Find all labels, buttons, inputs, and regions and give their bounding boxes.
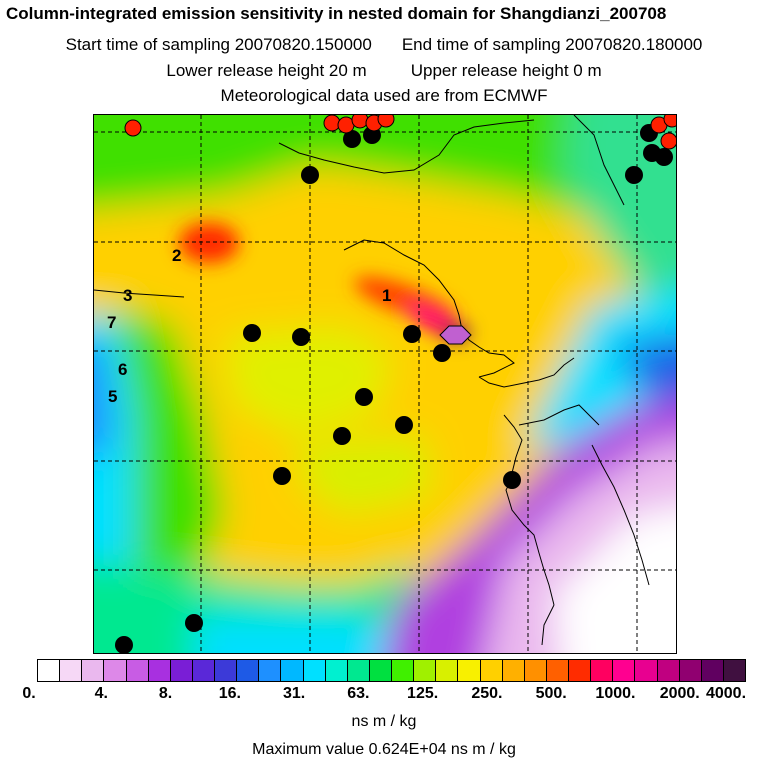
colorbar-cell [38, 660, 61, 681]
colorbar-tick-label: 4. [94, 685, 108, 702]
colorbar-cell [347, 660, 370, 681]
cluster-label-3: 3 [123, 286, 133, 305]
colorbar-cell [546, 660, 569, 681]
colorbar-cell [170, 660, 193, 681]
colorbar-tick-label: 500. [535, 685, 567, 702]
colorbar-tick-label: 4000. [705, 685, 747, 702]
colorbar-tick-label: 0. [22, 685, 36, 702]
colorbar-cell [215, 660, 238, 681]
colorbar-cell [325, 660, 348, 681]
colorbar-tick-label: 16. [218, 685, 241, 702]
release-points [124, 115, 676, 150]
colorbar-cell [82, 660, 105, 681]
colorbar-cell [524, 660, 547, 681]
cluster-label-7: 7 [107, 313, 117, 332]
colorbar-cell [259, 660, 282, 681]
colorbar-cell [414, 660, 437, 681]
colorbar-cell [723, 660, 745, 681]
sensitivity-map: 1 2 3 7 6 5 [93, 114, 677, 654]
met-data-source: Meteorological data used are from ECMWF [220, 86, 548, 105]
colorbar-cell [104, 660, 127, 681]
map-title: Column-integrated emission sensitivity i… [6, 4, 667, 23]
colorbar-tick-label: 63. [347, 685, 370, 702]
colorbar-cell [569, 660, 592, 681]
start-time: Start time of sampling 20070820.150000 [65, 35, 372, 54]
colorbar-cell [502, 660, 525, 681]
colorbar-cell [369, 660, 392, 681]
cluster-label-6: 6 [118, 360, 128, 379]
colorbar-cell [436, 660, 459, 681]
cluster-label-1: 1 [382, 286, 392, 305]
colorbar-cell [679, 660, 702, 681]
colorbar-cell [480, 660, 503, 681]
upper-release-height: Upper release height 0 m [410, 61, 602, 80]
colorbar-tick-label: 2000. [659, 685, 700, 702]
color-scale-bar [37, 659, 746, 682]
colorbar-cell [148, 660, 171, 681]
colorbar-cell [613, 660, 636, 681]
station-marker-icon [439, 325, 472, 345]
release-heights: Lower release height 20 m Upper release h… [0, 61, 768, 81]
colorbar-cell [126, 660, 149, 681]
colorbar-cell [701, 660, 724, 681]
lower-release-height: Lower release height 20 m [166, 61, 367, 80]
end-time: End time of sampling 20070820.180000 [401, 35, 703, 54]
colorbar-tick-label: 31. [282, 685, 306, 702]
colorbar-tick-label: 1000. [595, 685, 636, 702]
sampling-points [115, 124, 673, 653]
colorbar-cell [392, 660, 415, 681]
colorbar-cell [458, 660, 481, 681]
lat-lon-grid [94, 115, 676, 653]
unit-label: ns m / kg [351, 713, 417, 730]
colorbar-cell [237, 660, 260, 681]
colorbar-cell [591, 660, 614, 681]
colorbar-tick-label: 125. [407, 685, 439, 702]
map-canvas [94, 115, 676, 653]
colorbar-tick-label: 8. [158, 685, 173, 702]
colorbar-cell [303, 660, 326, 681]
coastlines [94, 115, 650, 646]
cluster-label-5: 5 [108, 387, 118, 406]
colorbar-cell [657, 660, 680, 681]
colorbar-tick-label: 250. [471, 685, 503, 702]
cluster-label-2: 2 [172, 246, 182, 265]
sensitivity-field [94, 115, 676, 653]
maximum-value: Maximum value 0.624E+04 ns m / kg [252, 741, 516, 758]
sampling-times: Start time of sampling 20070820.150000 En… [0, 35, 768, 55]
colorbar-cell [60, 660, 83, 681]
colorbar-cell [635, 660, 658, 681]
colorbar-cell [281, 660, 304, 681]
colorbar-cell [192, 660, 215, 681]
